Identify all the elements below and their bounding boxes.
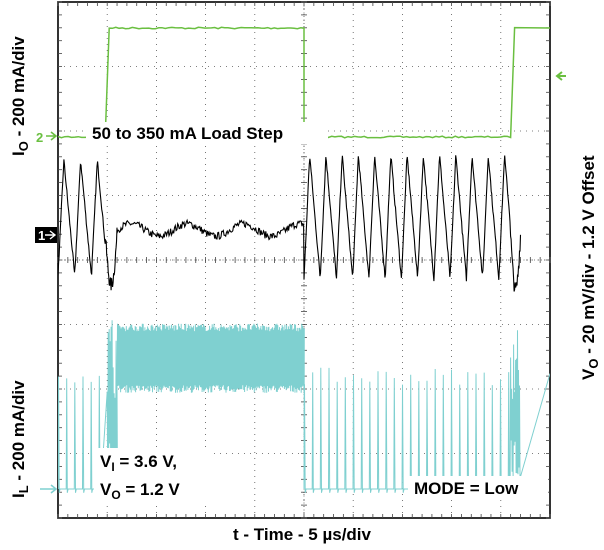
il-axis-label: IL - 200 mA/div [9, 380, 31, 498]
channel-1-label: 1 [38, 228, 45, 243]
arrow-right-icon [46, 131, 58, 141]
vo-annotation: VO = 1.2 V [100, 480, 180, 502]
channel-2-marker: 2 [36, 130, 58, 145]
io-axis-label: IO - 200 mA/div [9, 36, 31, 156]
arrow-right-icon [45, 230, 57, 240]
conditions-label-bg [94, 448, 214, 502]
mode-annotation: MODE = Low [414, 479, 519, 498]
il-channel-marker [40, 484, 58, 494]
mode-label-bg [408, 476, 548, 500]
channel-2-label: 2 [36, 130, 43, 145]
load-step-annotation: 50 to 350 mA Load Step [92, 124, 283, 143]
load-step-label-bg [86, 122, 328, 144]
vo-axis-label: VO - 20 mV/div - 1.2 V Offset [579, 155, 601, 380]
il-inductor-current-trace [58, 320, 550, 493]
io-load-current-trace [58, 26, 550, 139]
arrow-right-icon [40, 484, 58, 494]
channel-1-marker: 1 [35, 227, 57, 243]
time-axis-label: t - Time - 5 µs/div [233, 525, 372, 544]
vi-annotation: VI = 3.6 V, [100, 452, 177, 474]
io-trigger-level-arrow-icon [555, 71, 566, 81]
vo-output-voltage-trace [58, 155, 522, 292]
